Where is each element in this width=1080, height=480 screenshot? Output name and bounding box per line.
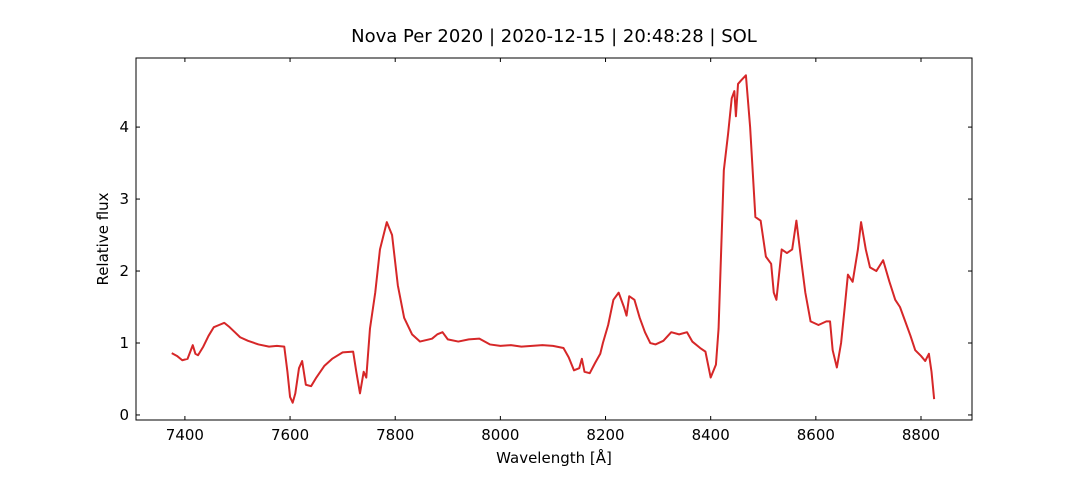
x-tick-label: 7400 — [166, 426, 204, 444]
y-axis-label: Relative flux — [94, 192, 112, 285]
x-tick-label: 8600 — [797, 426, 835, 444]
y-tick-label: 4 — [119, 118, 129, 136]
chart-title: Nova Per 2020 | 2020-12-15 | 20:48:28 | … — [351, 26, 757, 47]
x-tick-label: 8200 — [586, 426, 624, 444]
x-tick-label: 7600 — [271, 426, 309, 444]
y-tick-label: 2 — [119, 262, 129, 280]
x-tick-label: 8000 — [481, 426, 519, 444]
x-tick-label: 8800 — [902, 426, 940, 444]
y-tick-label: 3 — [119, 190, 129, 208]
x-tick-label: 8400 — [692, 426, 730, 444]
y-tick-label: 0 — [119, 406, 129, 424]
y-tick-label: 1 — [119, 334, 129, 352]
x-tick-label: 7800 — [376, 426, 414, 444]
x-axis-label: Wavelength [Å] — [496, 448, 612, 467]
spectrum-line — [171, 74, 936, 404]
plot-frame — [135, 57, 973, 421]
